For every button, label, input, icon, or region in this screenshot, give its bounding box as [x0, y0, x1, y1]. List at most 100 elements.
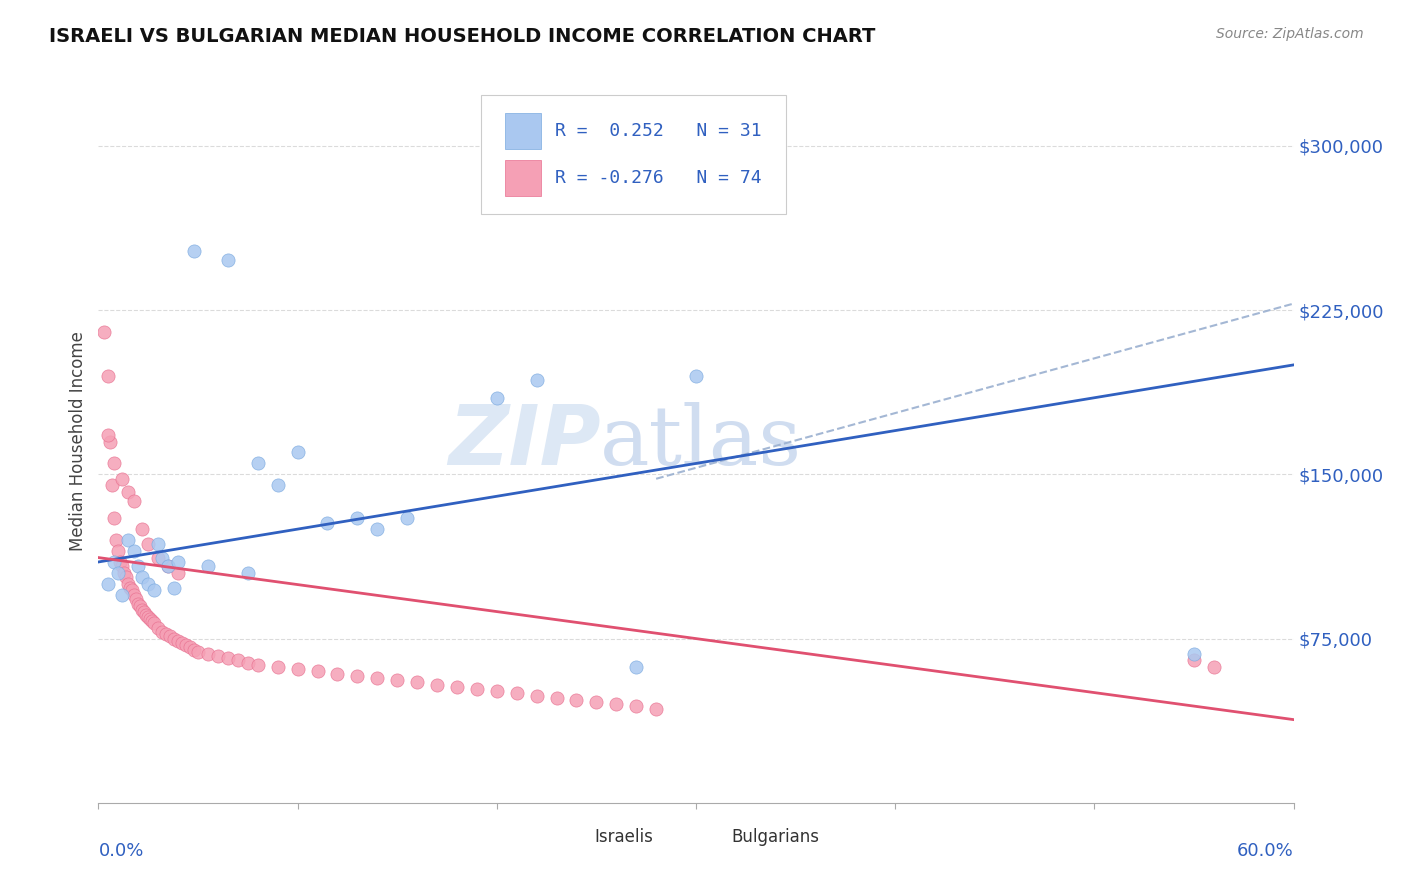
Point	[446, 680, 468, 694]
FancyBboxPatch shape	[553, 824, 586, 850]
Point	[117, 484, 139, 499]
Point	[187, 645, 209, 659]
Point	[167, 566, 190, 580]
Point	[346, 669, 368, 683]
Point	[111, 472, 134, 486]
FancyBboxPatch shape	[481, 95, 786, 214]
Point	[287, 662, 309, 676]
Point	[115, 570, 138, 584]
Point	[127, 559, 149, 574]
Point	[316, 516, 339, 530]
Point	[121, 583, 143, 598]
Point	[174, 638, 197, 652]
Point	[110, 555, 132, 569]
Point	[150, 550, 173, 565]
Point	[267, 660, 290, 674]
FancyBboxPatch shape	[690, 824, 724, 850]
Point	[157, 559, 180, 574]
Point	[157, 559, 180, 574]
Point	[485, 391, 508, 405]
Point	[236, 566, 259, 580]
Point	[1182, 653, 1205, 667]
Point	[97, 368, 120, 383]
Point	[131, 603, 153, 617]
Point	[179, 640, 201, 655]
Point	[131, 522, 153, 536]
Point	[111, 559, 134, 574]
FancyBboxPatch shape	[505, 160, 541, 196]
Point	[685, 368, 707, 383]
Point	[287, 445, 309, 459]
Point	[605, 698, 627, 712]
Point	[148, 621, 170, 635]
Text: ISRAELI VS BULGARIAN MEDIAN HOUSEHOLD INCOME CORRELATION CHART: ISRAELI VS BULGARIAN MEDIAN HOUSEHOLD IN…	[49, 27, 876, 45]
Text: ZIP: ZIP	[447, 401, 600, 482]
Point	[117, 577, 139, 591]
Point	[103, 457, 125, 471]
Point	[207, 649, 229, 664]
Point	[366, 671, 388, 685]
Point	[111, 588, 134, 602]
Point	[366, 522, 388, 536]
Point	[135, 607, 157, 622]
Point	[97, 428, 120, 442]
Point	[167, 555, 190, 569]
Point	[197, 559, 219, 574]
Point	[125, 592, 148, 607]
Point	[163, 632, 186, 646]
Point	[159, 629, 181, 643]
Point	[148, 537, 170, 551]
Point	[148, 550, 170, 565]
Text: R = -0.276   N = 74: R = -0.276 N = 74	[555, 169, 762, 186]
Point	[167, 633, 190, 648]
Text: Source: ZipAtlas.com: Source: ZipAtlas.com	[1216, 27, 1364, 41]
Point	[124, 544, 146, 558]
Point	[217, 651, 239, 665]
Point	[585, 695, 607, 709]
Point	[645, 701, 668, 715]
Y-axis label: Median Household Income: Median Household Income	[69, 332, 87, 551]
Point	[626, 699, 648, 714]
Point	[105, 533, 128, 547]
Point	[246, 457, 269, 471]
Point	[139, 612, 162, 626]
Point	[626, 660, 648, 674]
Point	[346, 511, 368, 525]
Point	[155, 627, 177, 641]
Point	[217, 252, 239, 267]
Text: 0.0%: 0.0%	[98, 842, 143, 860]
Point	[183, 642, 205, 657]
Point	[526, 373, 548, 387]
Point	[426, 677, 449, 691]
Point	[136, 577, 159, 591]
Text: Bulgarians: Bulgarians	[733, 828, 820, 846]
Point	[150, 625, 173, 640]
Point	[143, 616, 166, 631]
Point	[1202, 660, 1225, 674]
Point	[124, 493, 146, 508]
Point	[172, 636, 194, 650]
Point	[97, 577, 120, 591]
Point	[526, 689, 548, 703]
Point	[98, 434, 122, 449]
Point	[465, 681, 488, 696]
Point	[93, 325, 115, 339]
Point	[226, 653, 249, 667]
Text: atlas: atlas	[600, 401, 803, 482]
Point	[546, 690, 568, 705]
Point	[136, 537, 159, 551]
Point	[163, 581, 186, 595]
Point	[246, 657, 269, 672]
Point	[267, 478, 290, 492]
Point	[131, 570, 153, 584]
Point	[506, 686, 529, 700]
Point	[120, 581, 142, 595]
Point	[129, 599, 152, 613]
Point	[197, 647, 219, 661]
Point	[326, 666, 349, 681]
Text: R =  0.252   N = 31: R = 0.252 N = 31	[555, 122, 762, 140]
FancyBboxPatch shape	[505, 112, 541, 149]
Text: Israelis: Israelis	[595, 828, 654, 846]
Point	[141, 614, 163, 628]
Point	[107, 544, 129, 558]
